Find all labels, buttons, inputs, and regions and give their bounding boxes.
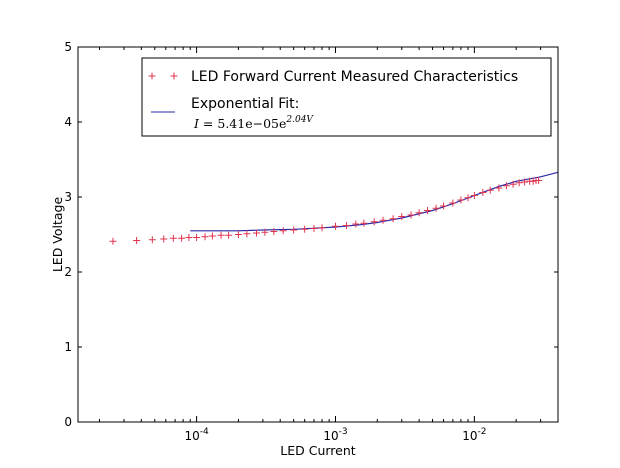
data-point: [521, 178, 529, 186]
legend-box: [141, 57, 552, 137]
data-point: [370, 218, 378, 226]
data-point: [290, 226, 298, 234]
x-tick-label: 10-4: [184, 427, 209, 443]
data-point: [160, 235, 168, 243]
equation-exponent: 2.04V: [285, 115, 314, 125]
measured-markers-layer: [109, 177, 543, 245]
data-point: [279, 227, 287, 235]
data-point: [502, 182, 510, 190]
x-tick-base: 10: [323, 429, 338, 443]
legend-marker: [170, 72, 178, 80]
data-point: [301, 225, 309, 233]
data-point: [270, 228, 278, 235]
legend-marker-symbol: [148, 72, 178, 80]
x-tick-exponent: -2: [478, 427, 487, 437]
data-point: [133, 237, 141, 244]
data-point: [318, 224, 326, 232]
data-point: [529, 177, 537, 185]
data-point: [407, 211, 415, 219]
legend-entry-measured: LED Forward Current Measured Characteris…: [191, 69, 518, 85]
data-point: [470, 192, 478, 199]
data-point: [261, 228, 269, 236]
data-point: [253, 229, 261, 237]
x-axis-label: LED Current: [280, 443, 356, 458]
y-tick-label: 1: [64, 340, 72, 354]
x-tick-exponent: -4: [200, 427, 209, 437]
data-point: [310, 225, 318, 232]
data-point: [185, 234, 193, 241]
legend-marker: [148, 72, 156, 80]
plot-frame: [77, 46, 559, 423]
x-tick-label: 10-2: [462, 427, 486, 443]
data-point: [234, 231, 242, 238]
legend-entry-fit: Exponential Fit:: [191, 96, 299, 112]
data-point: [342, 222, 350, 229]
x-tick-label: 10-3: [323, 427, 347, 443]
data-point: [424, 207, 432, 214]
x-tick-exponent: -3: [339, 427, 348, 437]
data-point: [495, 184, 503, 192]
data-point: [217, 231, 225, 239]
data-point: [479, 189, 487, 196]
data-point: [109, 237, 117, 245]
data-point: [432, 204, 440, 212]
fit-line-layer: [190, 171, 558, 232]
equation-mid: = 5.41e−05e: [199, 116, 286, 131]
data-point: [457, 196, 465, 204]
data-point: [440, 202, 448, 210]
x-tick-base: 10: [462, 429, 477, 443]
data-point: [193, 234, 201, 241]
data-point: [415, 209, 423, 217]
equation-lhs: I: [193, 116, 200, 131]
data-point: [398, 213, 406, 220]
y-tick-label: 4: [64, 115, 72, 129]
data-point: [509, 180, 517, 188]
data-point: [148, 236, 156, 244]
data-point: [225, 231, 233, 239]
y-axis-label: LED Voltage: [50, 197, 65, 273]
data-point: [535, 177, 543, 184]
y-tick-label: 5: [64, 40, 72, 54]
data-point: [449, 199, 457, 207]
data-point: [243, 230, 251, 238]
data-point: [379, 216, 387, 224]
data-point: [464, 194, 472, 202]
legend-fit-equation: I = 5.41e−05e2.04V: [193, 115, 314, 131]
y-tick-label: 3: [64, 190, 72, 204]
data-point: [201, 233, 209, 241]
fit-line: [190, 171, 558, 232]
data-point: [208, 232, 216, 240]
data-point: [515, 179, 523, 187]
data-point: [331, 222, 339, 230]
x-tick-base: 10: [184, 429, 199, 443]
y-tick-label: 2: [64, 265, 72, 279]
data-point: [352, 220, 360, 228]
data-point: [486, 186, 494, 194]
legend: LED Forward Current Measured Characteris…: [141, 57, 552, 137]
data-point: [178, 234, 186, 242]
y-tick-label: 0: [64, 415, 72, 429]
data-point: [360, 219, 368, 227]
data-point: [169, 234, 177, 242]
data-point: [389, 215, 397, 223]
